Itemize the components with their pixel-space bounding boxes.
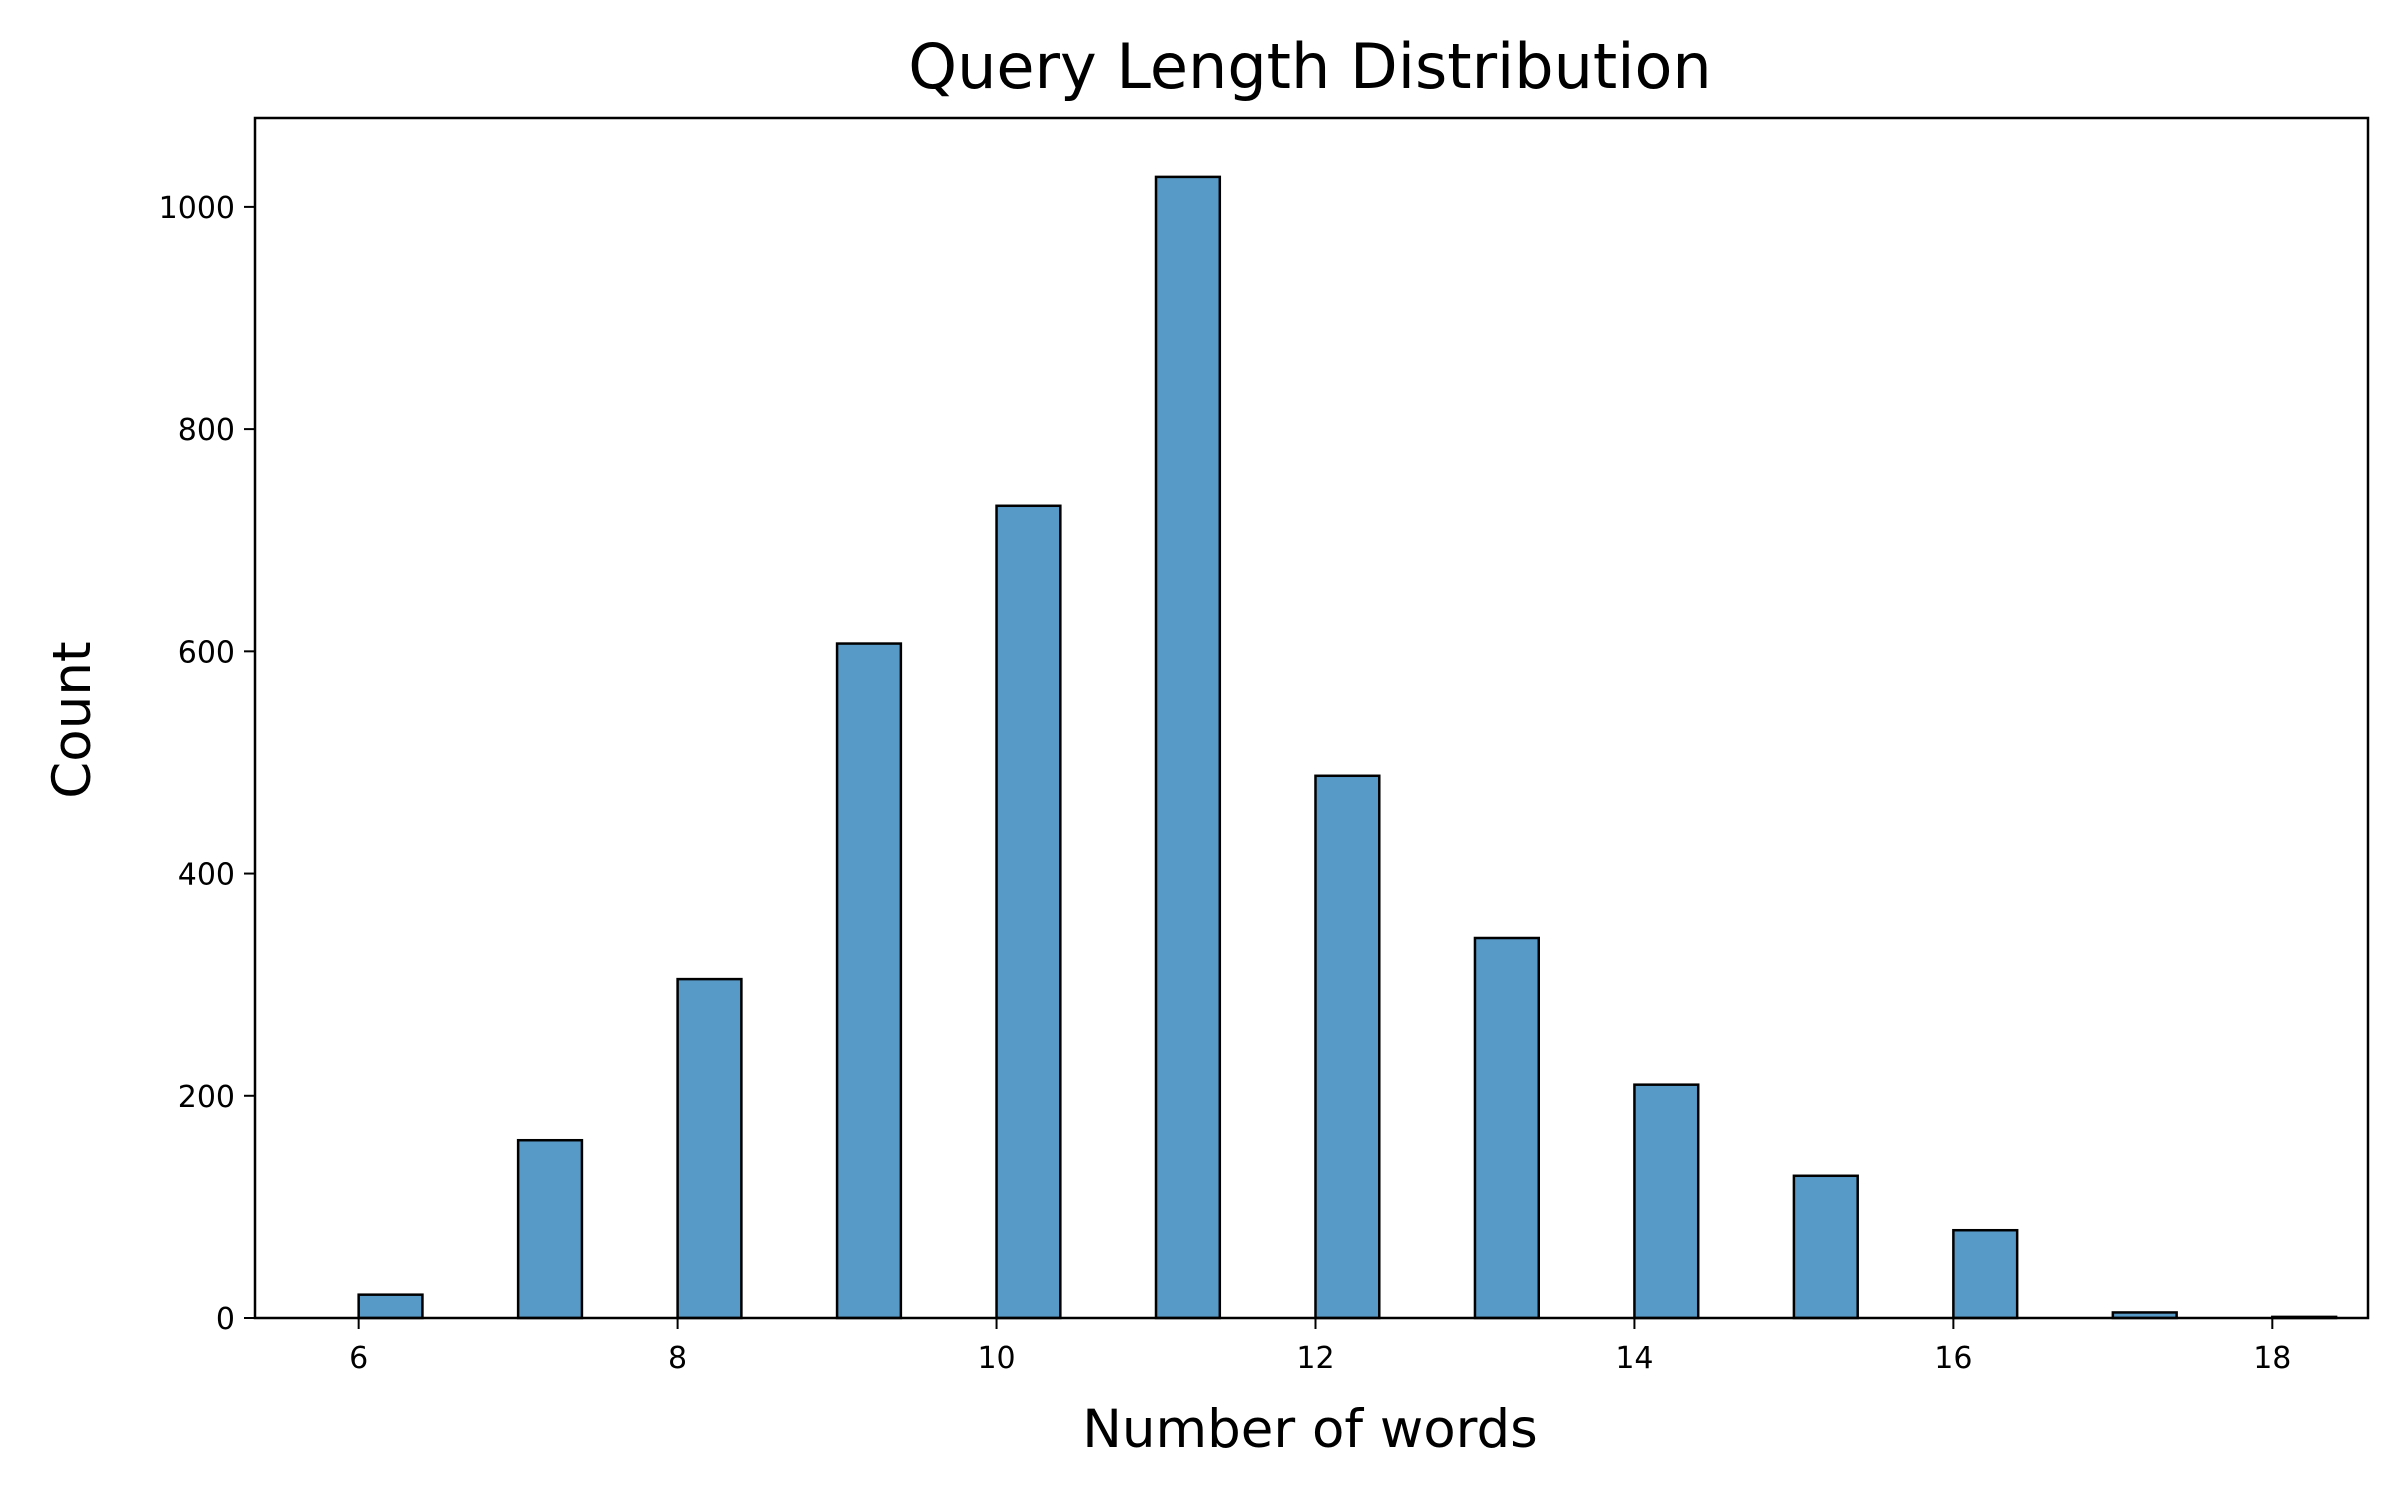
y-tick-label: 0 (216, 1302, 235, 1337)
histogram-bar-12 (1314, 774, 1381, 1320)
plot-frame (253, 116, 2370, 1320)
x-tick-label: 8 (668, 1341, 687, 1376)
x-tick-label: 10 (977, 1341, 1015, 1376)
histogram-bar-10 (995, 504, 1062, 1320)
x-tick-label: 14 (1615, 1341, 1653, 1376)
histogram-bar-13 (1473, 936, 1540, 1320)
y-tick-label: 400 (178, 858, 235, 893)
x-axis-title: Number of words (1082, 1399, 1538, 1460)
y-tick-label: 600 (178, 635, 235, 670)
x-tick-label: 6 (349, 1341, 368, 1376)
x-tick-label: 18 (2253, 1341, 2291, 1376)
histogram-bar-11 (1154, 175, 1222, 1320)
x-axis-ticks: 6 8 10 12 14 16 18 (349, 1318, 2291, 1376)
y-tick-label: 200 (178, 1080, 235, 1115)
y-tick-label: 1000 (159, 191, 235, 226)
histogram-bar-7 (516, 1138, 584, 1320)
x-tick-label: 16 (1934, 1341, 1972, 1376)
chart-title: Query Length Distribution (908, 30, 1711, 103)
bars-layer (357, 175, 2338, 1320)
histogram-bar-15 (1792, 1174, 1859, 1320)
histogram-bar-9 (835, 642, 903, 1320)
histogram-bar-16 (1952, 1228, 2019, 1320)
y-tick-label: 800 (178, 413, 235, 448)
y-axis-title: Count (42, 641, 103, 798)
histogram-bar-8 (676, 977, 743, 1320)
y-axis-ticks: 0 200 400 600 800 1000 (159, 191, 255, 1337)
x-tick-label: 12 (1296, 1341, 1334, 1376)
histogram-bar-14 (1633, 1083, 1700, 1320)
histogram-bar-6 (357, 1293, 424, 1320)
